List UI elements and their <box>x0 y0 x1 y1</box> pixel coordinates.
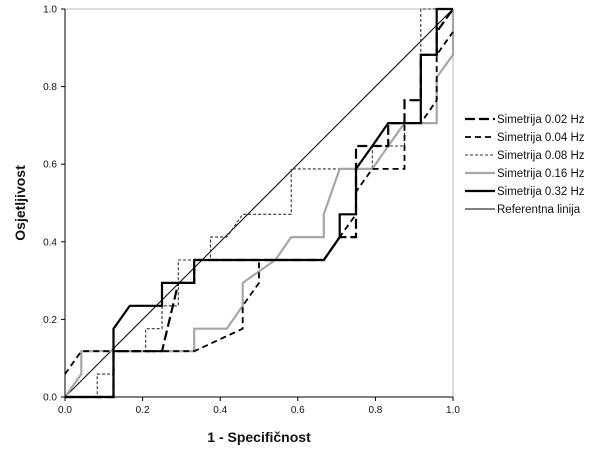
x-axis: 0.0 0.2 0.4 0.6 0.8 1.0 <box>58 396 460 416</box>
y-tick-label: 0.4 <box>43 237 57 248</box>
y-tick-label: 0.6 <box>43 160 57 171</box>
plot-area <box>64 7 455 399</box>
y-tick-label: 1.0 <box>43 5 57 16</box>
series-line-referentna-linija <box>64 8 454 398</box>
legend-label-simetrija-0-08-hz: Simetrija 0.08 Hz <box>497 150 585 162</box>
x-tick-label: 0.2 <box>136 405 150 416</box>
legend-label-simetrija-0-02-hz: Simetrija 0.02 Hz <box>497 114 585 126</box>
legend: Simetrija 0.02 Hz Simetrija 0.04 Hz Simetr… <box>465 114 585 216</box>
x-axis-title: 1 - Specifičnost <box>207 429 311 445</box>
x-tick-label: 0.4 <box>213 405 227 416</box>
x-tick-label: 0.0 <box>58 405 72 416</box>
series-line-simetrija-0-16-hz <box>64 9 455 398</box>
x-tick-label: 1.0 <box>446 405 460 416</box>
y-axis-title: Osjetljivost <box>12 165 28 241</box>
legend-label-simetrija-0-32-hz: Simetrija 0.32 Hz <box>497 186 585 198</box>
y-tick-label: 0.8 <box>43 82 57 93</box>
y-tick-label: 0.2 <box>43 315 57 326</box>
x-tick-label: 0.8 <box>368 405 382 416</box>
y-tick-label: 0.0 <box>43 393 57 404</box>
legend-label-simetrija-0-16-hz: Simetrija 0.16 Hz <box>497 168 585 180</box>
y-axis: 0.0 0.2 0.4 0.6 0.8 1.0 <box>43 5 66 404</box>
legend-label-referentna-linija: Referentna linija <box>497 204 581 216</box>
x-tick-label: 0.6 <box>291 405 305 416</box>
series-line-simetrija-0-32-hz <box>65 7 453 399</box>
legend-label-simetrija-0-04-hz: Simetrija 0.04 Hz <box>497 132 585 144</box>
